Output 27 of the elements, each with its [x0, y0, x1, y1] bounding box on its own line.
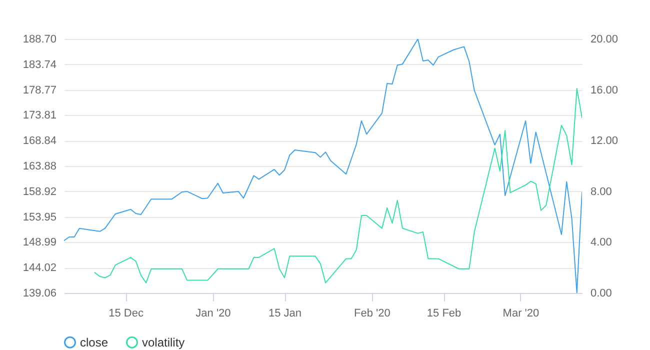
- legend-label: close: [80, 335, 108, 350]
- y-tick-label: 188.70: [22, 34, 56, 46]
- line-series: [64, 39, 582, 293]
- y-tick-label: 163.88: [22, 160, 56, 172]
- y-tick-label: 168.84: [22, 135, 56, 148]
- y2-tick-label: 20.00: [590, 34, 618, 46]
- x-tick-label: Jan '20: [196, 308, 231, 320]
- x-tick-label: 15 Feb: [426, 308, 462, 320]
- y2-tick-label: 12.00: [590, 135, 618, 148]
- y2-tick-label: 0.00: [590, 288, 612, 300]
- y-tick-label: 139.06: [22, 288, 56, 300]
- y-tick-label: 148.99: [22, 236, 56, 249]
- legend-label: volatility: [142, 335, 185, 350]
- y-tick-label: 183.74: [22, 58, 56, 71]
- y2-tick-label: 4.00: [590, 236, 612, 249]
- x-tick-label: Mar '20: [502, 308, 540, 320]
- x-tick-label: 15 Jan: [268, 308, 302, 320]
- y-tick-label: 178.77: [22, 84, 56, 96]
- y-tick-label: 153.95: [22, 211, 56, 224]
- y-tick-label: 158.92: [22, 186, 56, 198]
- x-tick-label: 15 Dec: [108, 308, 144, 320]
- line-series: [94, 88, 582, 284]
- x-tick-label: Feb '20: [354, 308, 390, 320]
- y2-tick-label: 8.00: [590, 186, 612, 198]
- y2-tick-label: 16.00: [590, 84, 618, 96]
- y-tick-label: 144.02: [22, 262, 56, 274]
- y-tick-label: 173.81: [22, 110, 56, 122]
